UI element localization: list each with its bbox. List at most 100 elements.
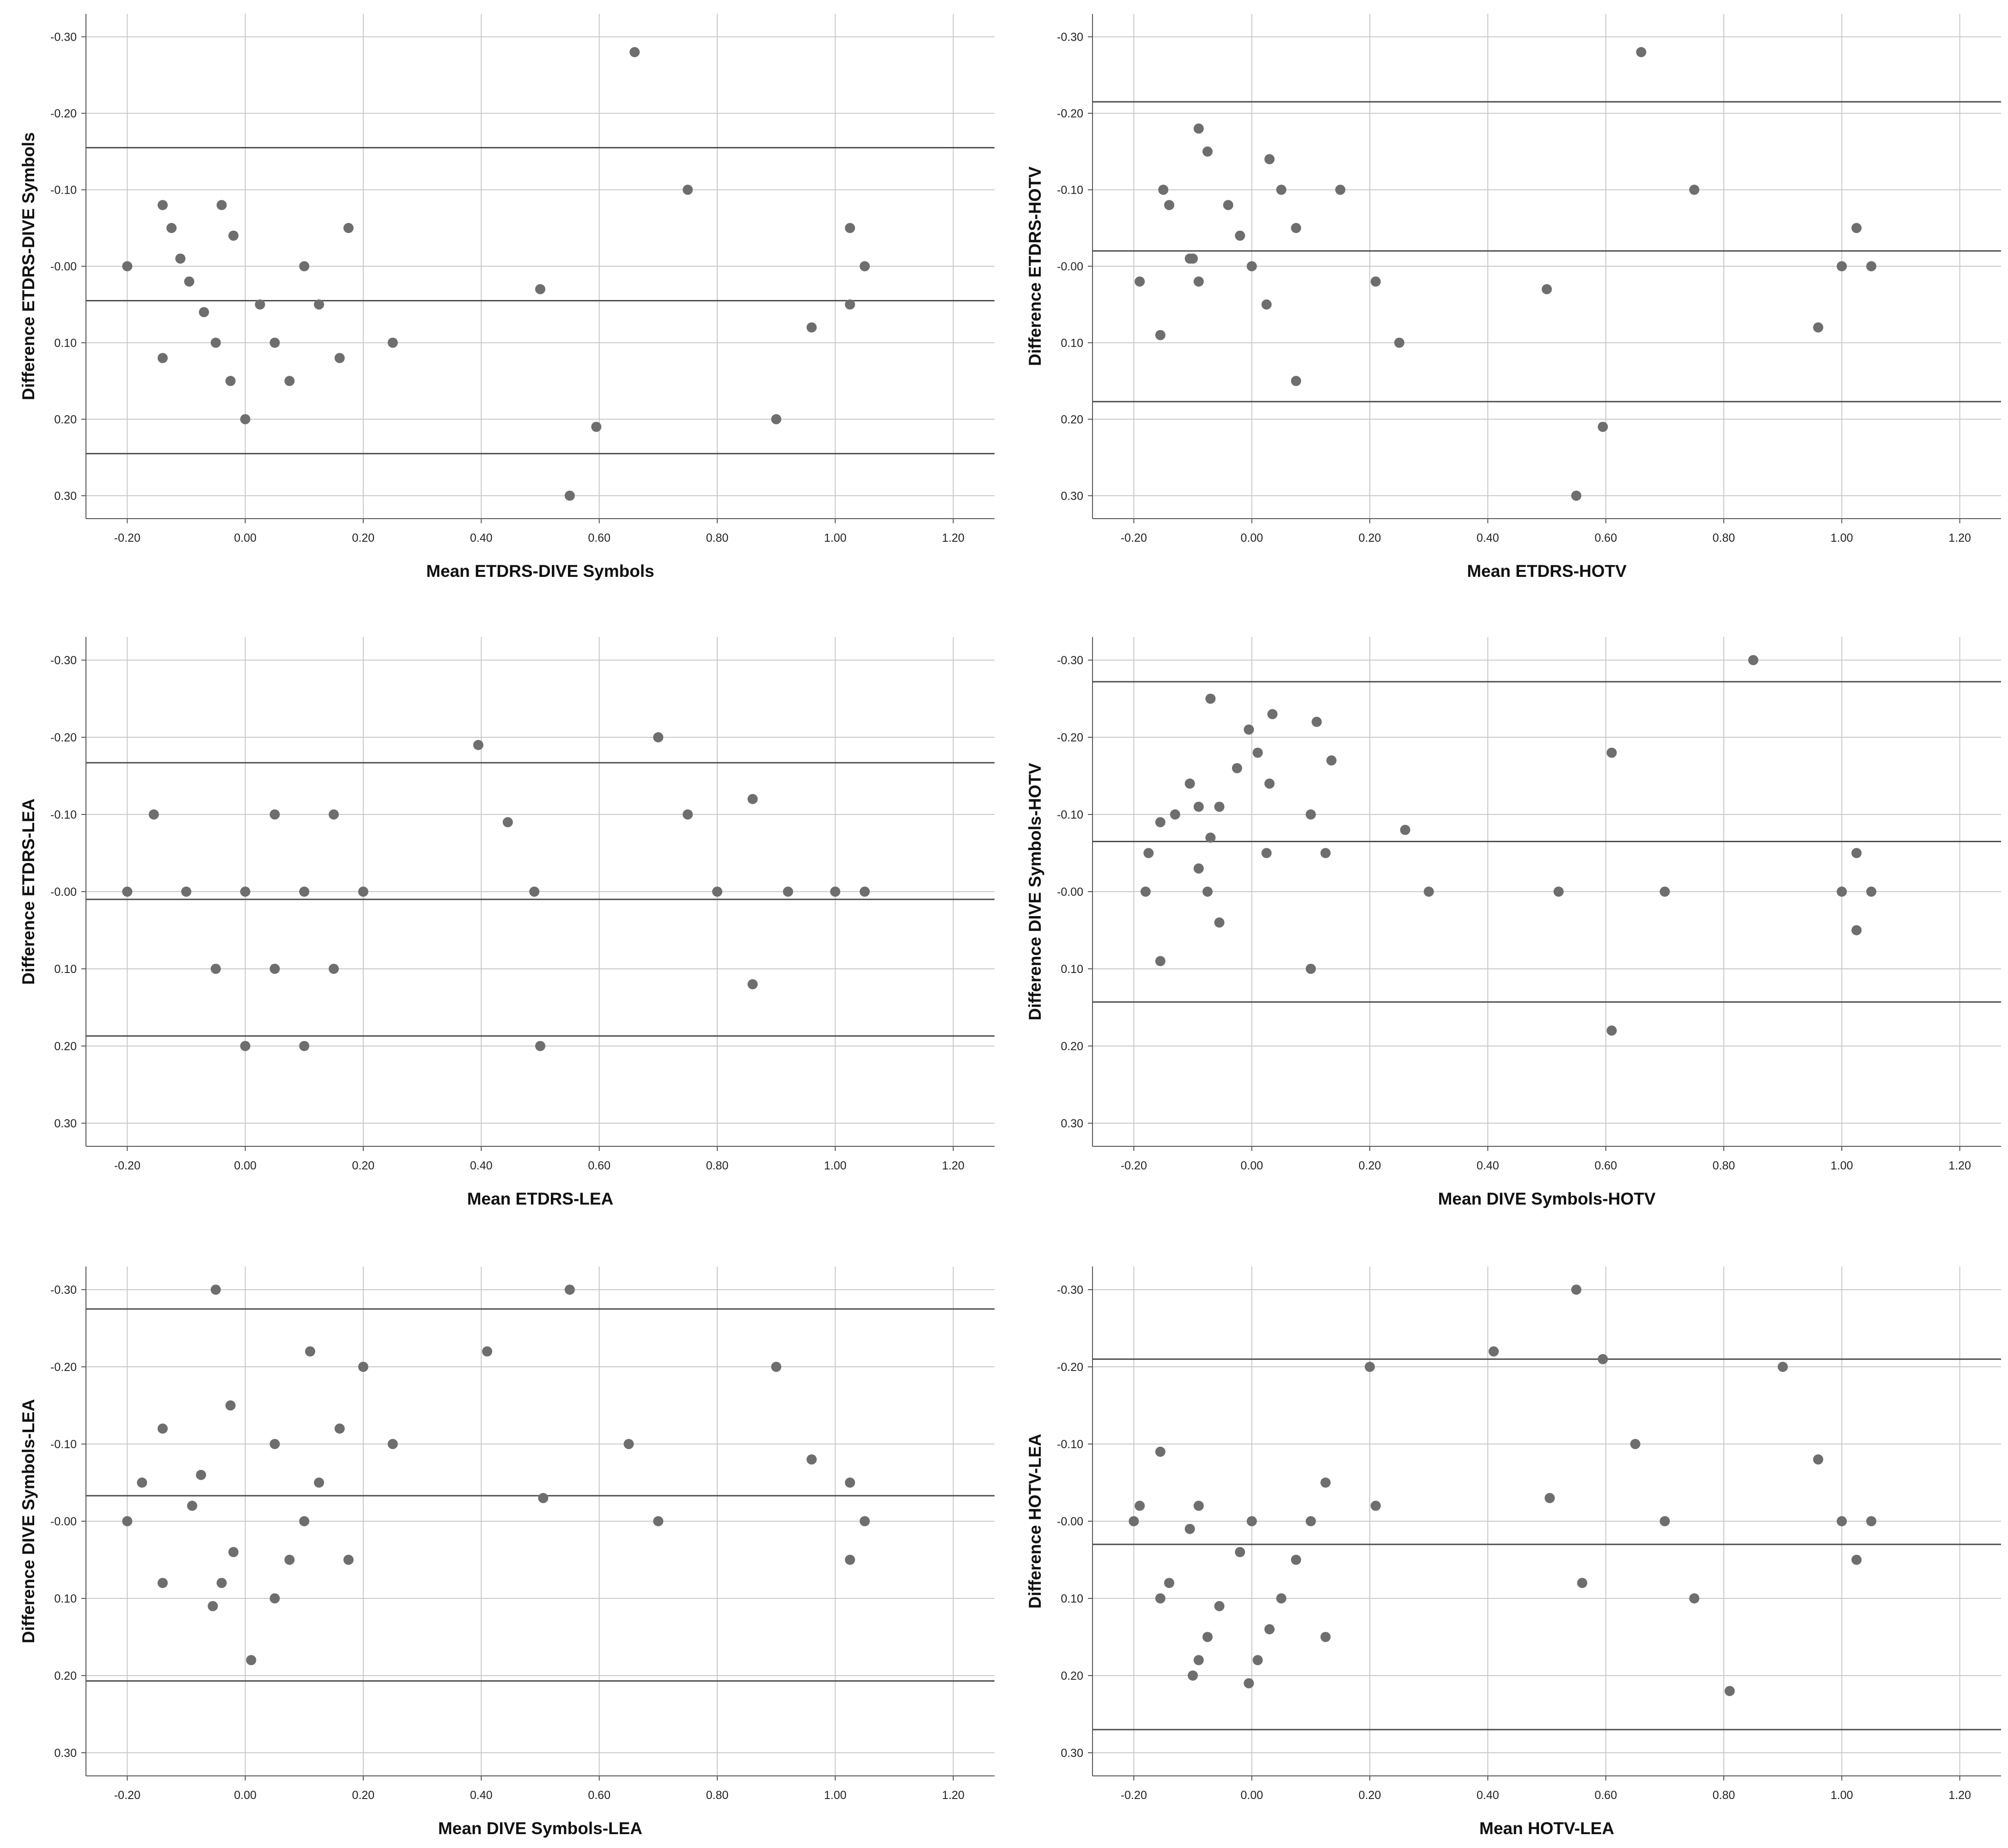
data-point — [148, 809, 159, 820]
data-point — [535, 1040, 545, 1051]
data-point — [187, 1500, 197, 1511]
x-tick-label: 0.20 — [352, 532, 375, 545]
data-point — [564, 1285, 575, 1295]
data-point — [1606, 1025, 1617, 1036]
data-point — [783, 887, 793, 897]
data-point — [329, 963, 339, 974]
y-tick-label: -0.10 — [50, 808, 77, 821]
data-point — [1155, 1446, 1166, 1457]
data-point — [1246, 1516, 1257, 1526]
x-tick-label: 0.00 — [1240, 1789, 1263, 1802]
data-point — [1235, 1547, 1245, 1557]
data-point — [1606, 747, 1617, 758]
y-tick-label: -0.00 — [1057, 260, 1083, 273]
data-point — [1140, 887, 1151, 897]
data-point — [1571, 1285, 1581, 1295]
data-point — [1205, 832, 1216, 843]
chart-panel-2: -0.20 0.00 0.20 0.40 0.60 0.80 1.00 1.20 -0.30 -0… — [1025, 14, 2001, 581]
y-tick-label: -0.30 — [50, 654, 77, 667]
x-tick-label: 0.00 — [234, 1159, 256, 1172]
y-axis-title: Difference HOTV-LEA — [1025, 1434, 1044, 1609]
data-point — [1306, 1516, 1316, 1526]
x-tick-label: 1.20 — [1948, 1789, 1971, 1802]
y-tick-label: 0.10 — [54, 963, 77, 976]
data-point — [845, 1477, 855, 1488]
data-point — [216, 1578, 227, 1588]
x-tick-label: 0.80 — [706, 532, 729, 545]
data-point — [1851, 848, 1862, 858]
x-tick-label: 1.00 — [824, 532, 847, 545]
data-point — [1326, 755, 1337, 766]
data-point — [1306, 809, 1316, 820]
data-point — [1135, 276, 1145, 287]
data-point — [1851, 223, 1862, 233]
data-point — [334, 1423, 345, 1434]
x-tick-label: 1.00 — [1831, 1159, 1853, 1172]
data-point — [623, 1439, 634, 1450]
y-tick-label: 0.20 — [54, 413, 77, 426]
y-tick-label: 0.30 — [1061, 490, 1083, 502]
y-tick-label: -0.10 — [50, 1438, 77, 1451]
data-point — [1866, 887, 1877, 897]
x-tick-label: -0.20 — [1121, 532, 1147, 545]
data-point — [1261, 299, 1272, 310]
data-point — [1164, 200, 1174, 210]
x-tick-label: 0.40 — [470, 1159, 493, 1172]
x-tick-label: 0.20 — [352, 1789, 375, 1802]
x-tick-label: 1.20 — [1948, 532, 1971, 545]
data-point — [1866, 1516, 1877, 1526]
data-point — [210, 337, 221, 348]
y-tick-label: 0.30 — [54, 1117, 77, 1130]
data-point — [240, 1040, 250, 1051]
data-point — [653, 1516, 664, 1526]
x-tick-label: 0.40 — [1477, 1159, 1499, 1172]
x-tick-label: 0.80 — [706, 1789, 729, 1802]
x-tick-label: 0.40 — [470, 532, 493, 545]
data-point — [122, 261, 133, 271]
x-tick-label: 1.20 — [1948, 1159, 1971, 1172]
data-point — [299, 1516, 310, 1526]
data-point — [1193, 276, 1204, 287]
x-axis-title: Mean HOTV-LEA — [1479, 1819, 1614, 1838]
data-point — [591, 422, 602, 432]
data-point — [334, 353, 345, 363]
data-point — [1235, 230, 1245, 241]
chart-panel-6: -0.20 0.00 0.20 0.40 0.60 0.80 1.00 1.20 -0.30 -0… — [1025, 1267, 2001, 1838]
y-axis-title: Difference DIVE Symbols-LEA — [19, 1399, 38, 1643]
data-point — [1261, 848, 1272, 858]
data-point — [845, 223, 855, 233]
x-axis-title: Mean ETDRS-HOTV — [1467, 562, 1627, 581]
data-point — [1291, 1554, 1301, 1565]
chart-panel-1: -0.20 0.00 0.20 0.40 0.60 0.80 1.00 1.20 -0.30 -0… — [19, 14, 995, 581]
data-point — [343, 1554, 354, 1565]
data-point — [240, 414, 250, 424]
data-point — [1320, 1632, 1331, 1642]
data-point — [255, 299, 265, 310]
data-point — [473, 740, 483, 750]
y-tick-label: -0.20 — [1057, 731, 1083, 744]
y-tick-label: -0.00 — [1057, 886, 1083, 899]
data-point — [175, 253, 186, 264]
data-point — [1214, 1601, 1225, 1611]
data-point — [653, 732, 664, 743]
y-tick-label: 0.30 — [1061, 1117, 1083, 1130]
y-tick-label: 0.10 — [1061, 337, 1083, 349]
y-tick-label: -0.10 — [50, 184, 77, 197]
data-point — [1158, 184, 1169, 195]
data-point — [1202, 1632, 1213, 1642]
y-axis-title: Difference ETDRS-DIVE Symbols — [19, 132, 38, 400]
x-tick-label: 0.20 — [1359, 1159, 1381, 1172]
data-point — [1129, 1516, 1139, 1526]
data-point — [1291, 223, 1301, 233]
data-point — [1184, 1524, 1195, 1534]
data-point — [305, 1346, 316, 1357]
y-axis-title: Difference DIVE Symbols-HOTV — [1025, 763, 1044, 1021]
data-point — [1777, 1362, 1788, 1372]
data-point — [1155, 1593, 1166, 1603]
data-point — [1184, 778, 1195, 789]
data-point — [1660, 887, 1670, 897]
data-point — [1202, 146, 1213, 157]
data-point — [1365, 1362, 1375, 1372]
data-point — [1837, 1516, 1847, 1526]
